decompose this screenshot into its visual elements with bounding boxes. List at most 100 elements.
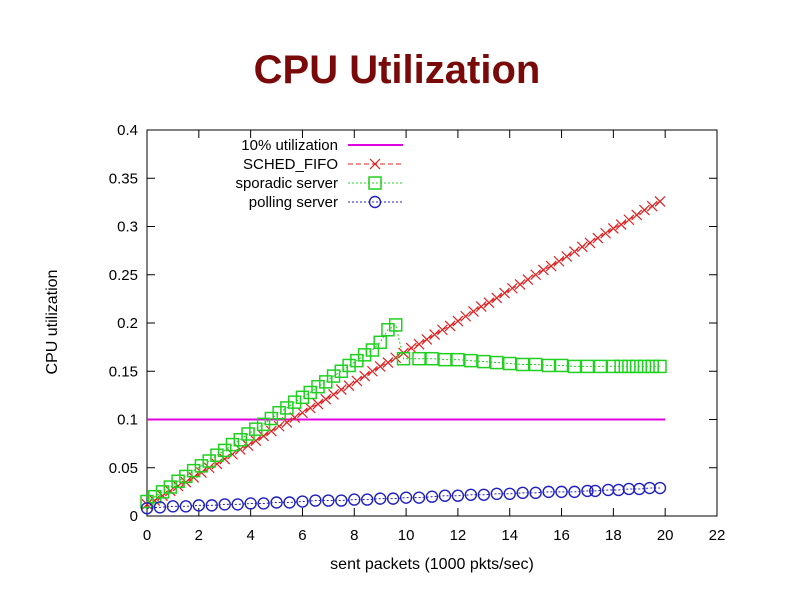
data-point (654, 195, 666, 207)
data-point (490, 355, 504, 370)
data-point (623, 214, 635, 226)
data-point (589, 484, 602, 498)
data-point (270, 496, 283, 509)
data-point (249, 422, 263, 436)
data-point (348, 493, 361, 506)
data-point (522, 274, 534, 285)
data-point (373, 335, 387, 350)
legend-marker (368, 176, 382, 190)
data-point (273, 420, 285, 432)
x-tick-label: 10 (398, 527, 415, 544)
data-point (413, 338, 425, 350)
data-point (425, 490, 439, 503)
data-point (257, 497, 270, 510)
data-point (297, 407, 308, 419)
data-point (438, 489, 452, 502)
legend-label: polling server (249, 194, 338, 211)
x-tick-label: 18 (605, 527, 622, 544)
data-point (580, 359, 595, 374)
data-point (296, 495, 309, 508)
data-point (555, 485, 568, 499)
y-tick-label: 0.2 (117, 315, 138, 332)
x-tick-label: 16 (553, 527, 570, 544)
data-point (225, 437, 240, 452)
data-point (210, 448, 224, 462)
data-point (381, 323, 395, 337)
data-point (541, 358, 556, 373)
data-point (311, 379, 325, 394)
data-point (322, 494, 335, 507)
data-point (242, 440, 254, 451)
data-point (366, 365, 378, 377)
data-point (265, 425, 277, 437)
data-point (553, 255, 565, 267)
series-line (146, 487, 660, 509)
data-point (444, 320, 456, 332)
series-1 (141, 195, 666, 510)
legend-label: 10% utilization (241, 137, 338, 154)
data-point (359, 370, 371, 382)
data-point (607, 223, 619, 234)
data-point (343, 380, 355, 392)
data-point (643, 481, 656, 495)
data-point (250, 435, 262, 447)
data-point (464, 488, 478, 501)
data-point (567, 359, 582, 374)
data-point (326, 369, 341, 383)
data-point (653, 481, 667, 495)
x-tick-label: 14 (501, 527, 518, 544)
series-line (146, 324, 660, 502)
data-point (460, 310, 472, 322)
data-point (309, 494, 322, 507)
data-point (438, 352, 452, 367)
data-point (388, 318, 403, 332)
data-point (328, 388, 339, 400)
data-point (140, 502, 154, 515)
data-point (166, 500, 180, 513)
data-point (483, 297, 495, 309)
data-point (140, 494, 154, 509)
data-point (205, 499, 218, 512)
x-axis-label: sent packets (1000 pkts/sec) (330, 556, 534, 573)
slide-title: CPU Utilization (253, 48, 541, 92)
data-point (629, 359, 644, 374)
data-point (581, 484, 594, 498)
data-point (412, 351, 426, 366)
data-point (179, 500, 193, 513)
x-tick-label: 6 (298, 527, 306, 544)
y-axis-label: CPU utilization (44, 270, 61, 375)
data-point (153, 501, 167, 514)
x-tick-label: 0 (143, 527, 151, 544)
series-layer (140, 195, 667, 515)
data-point (283, 496, 296, 509)
legend-marker (368, 195, 382, 209)
y-tick-label: 0.3 (117, 219, 138, 236)
data-point (335, 494, 348, 507)
data-point (491, 292, 503, 304)
data-point (312, 398, 324, 410)
data-point (186, 463, 201, 478)
data-point (171, 474, 185, 489)
data-point (386, 492, 400, 505)
data-point (537, 264, 549, 276)
data-point (502, 356, 517, 371)
data-point (382, 357, 394, 368)
data-point (561, 250, 573, 262)
data-point (592, 232, 604, 244)
data-point (516, 486, 529, 500)
data-point (194, 459, 209, 473)
data-point (405, 342, 417, 354)
data-point (374, 361, 386, 372)
data-point (600, 227, 612, 239)
y-tick-label: 0.4 (117, 122, 138, 139)
data-point (155, 485, 170, 499)
legend-marker (369, 158, 381, 170)
legend: 10% utilization SCHED_FIFO sporadic server… (235, 137, 403, 211)
data-point (631, 209, 643, 221)
y-tick-label: 0.1 (117, 412, 138, 429)
data-point (412, 491, 426, 504)
data-point (515, 357, 530, 372)
data-point (287, 395, 302, 409)
data-point (614, 359, 628, 374)
x-tick-label: 12 (450, 527, 467, 544)
